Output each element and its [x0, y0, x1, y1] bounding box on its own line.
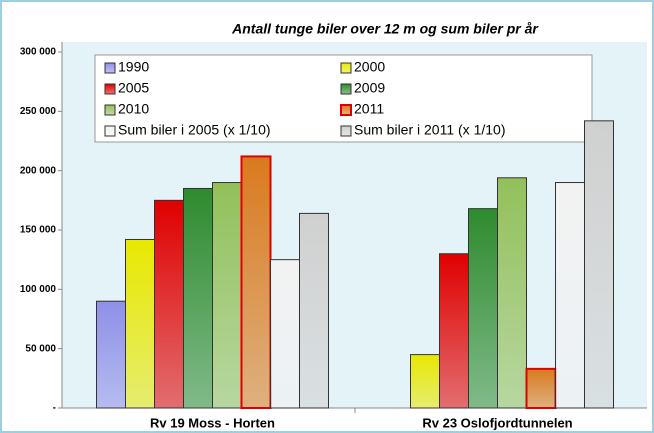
bar: [96, 300, 126, 409]
bar: [212, 182, 242, 409]
legend-label: 1990: [118, 59, 149, 75]
bar: [468, 208, 498, 409]
legend-label: 2011: [354, 101, 384, 117]
legend-label: 2010: [118, 101, 149, 117]
bar: [125, 238, 155, 409]
legend-swatch: [104, 104, 116, 116]
bar: [439, 253, 469, 409]
y-tick-label: -: [53, 403, 56, 414]
legend-label: 2009: [354, 80, 385, 96]
y-tick-label: 200 000: [20, 165, 57, 176]
chart-title: Antall tunge biler over 12 m og sum bile…: [231, 21, 539, 37]
legend-label: Sum biler i 2011 (x 1/10): [354, 122, 505, 138]
legend-swatch: [340, 104, 352, 116]
y-tick-label: 250 000: [20, 106, 57, 117]
bar: [183, 187, 213, 409]
x-tick-label: Rv 19 Moss - Horten: [150, 415, 275, 430]
legend-swatch: [104, 125, 116, 137]
bar: [584, 120, 614, 409]
bar: [525, 367, 557, 409]
bar: [270, 259, 300, 409]
y-tick-label: 150 000: [20, 225, 57, 236]
y-tick-label: 50 000: [25, 343, 56, 354]
legend-label: Sum biler i 2005 (x 1/10): [118, 122, 271, 138]
bar: [497, 177, 527, 409]
legend-swatch: [104, 62, 116, 74]
legend-swatch: [340, 125, 352, 137]
bar: [555, 182, 585, 409]
legend-swatch: [340, 83, 352, 95]
x-tick-label: Rv 23 Oslofjordtunnelen: [422, 415, 572, 430]
bar: [299, 212, 329, 409]
bar: [154, 199, 184, 409]
y-tick-label: 100 000: [20, 284, 57, 295]
bar: [240, 155, 272, 409]
y-tick-label: 300 000: [20, 47, 57, 58]
legend-swatch: [340, 62, 352, 74]
legend-swatch: [104, 83, 116, 95]
legend-label: 2000: [354, 59, 385, 75]
legend-label: 2005: [118, 80, 149, 96]
bar: [410, 354, 440, 409]
